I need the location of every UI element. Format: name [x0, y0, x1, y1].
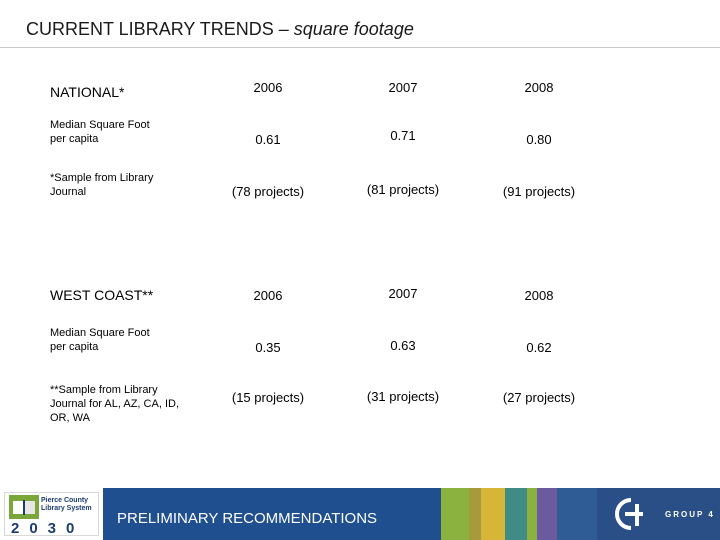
footer-stripe-purple	[537, 488, 557, 540]
national-value-2006: 0.61	[255, 132, 281, 147]
west-coast-heading: WEST COAST**	[50, 287, 154, 303]
footer-stripe-yellow	[481, 488, 505, 540]
west-coast-year-2008: 2008	[524, 288, 554, 303]
national-projects-2008: (91 projects)	[502, 184, 576, 199]
title-main: CURRENT LIBRARY TRENDS –	[26, 19, 294, 39]
west-coast-metric-label: Median Square Foot per capita	[50, 327, 150, 353]
national-metric-label: Median Square Foot per capita	[50, 119, 150, 145]
national-year-2006: 2006	[253, 80, 283, 95]
west-coast-value-2008: 0.62	[526, 340, 552, 355]
west-coast-value-2006: 0.35	[255, 340, 281, 355]
west-coast-note: **Sample from Library Journal for AL, AZ…	[50, 384, 179, 424]
preliminary-recommendations-text: PRELIMINARY RECOMMENDATIONS	[117, 510, 378, 527]
west-coast-year-2006: 2006	[253, 288, 283, 303]
footer-stripe-green	[441, 488, 469, 540]
west-coast-projects-2007: (31 projects)	[366, 389, 440, 404]
library-logo: Pierce County Library System 2030	[0, 488, 103, 540]
title-sub: square footage	[293, 19, 414, 39]
national-year-2008: 2008	[524, 80, 554, 95]
west-coast-projects-2006: (15 projects)	[231, 390, 305, 405]
footer-stripe-green-2	[527, 488, 537, 540]
national-note: *Sample from Library Journal	[50, 172, 154, 198]
west-coast-year-2007: 2007	[388, 286, 418, 301]
footer-stripe-teal	[505, 488, 527, 540]
group4-logo-icon	[615, 498, 643, 530]
footer-stripe-olive	[469, 488, 481, 540]
national-projects-2006: (78 projects)	[231, 184, 305, 199]
national-heading: NATIONAL*	[50, 84, 125, 100]
library-logo-frame: Pierce County Library System 2030	[4, 492, 99, 537]
book-icon	[9, 495, 39, 519]
west-coast-value-2007: 0.63	[390, 338, 416, 353]
national-year-2007: 2007	[388, 80, 418, 95]
national-projects-2007: (81 projects)	[366, 182, 440, 197]
title-divider	[0, 47, 720, 48]
national-value-2007: 0.71	[390, 128, 416, 143]
library-logo-text: Pierce County Library System	[41, 497, 92, 512]
slide-title: CURRENT LIBRARY TRENDS – square footage	[26, 19, 414, 40]
footer-band	[0, 488, 720, 540]
group4-logo-text: GROUP 4	[665, 510, 715, 519]
footer-stripe-blue	[557, 488, 597, 540]
national-value-2008: 0.80	[526, 132, 552, 147]
west-coast-projects-2008: (27 projects)	[502, 390, 576, 405]
library-logo-year: 2030	[11, 520, 85, 537]
preliminary-banner	[103, 488, 441, 540]
